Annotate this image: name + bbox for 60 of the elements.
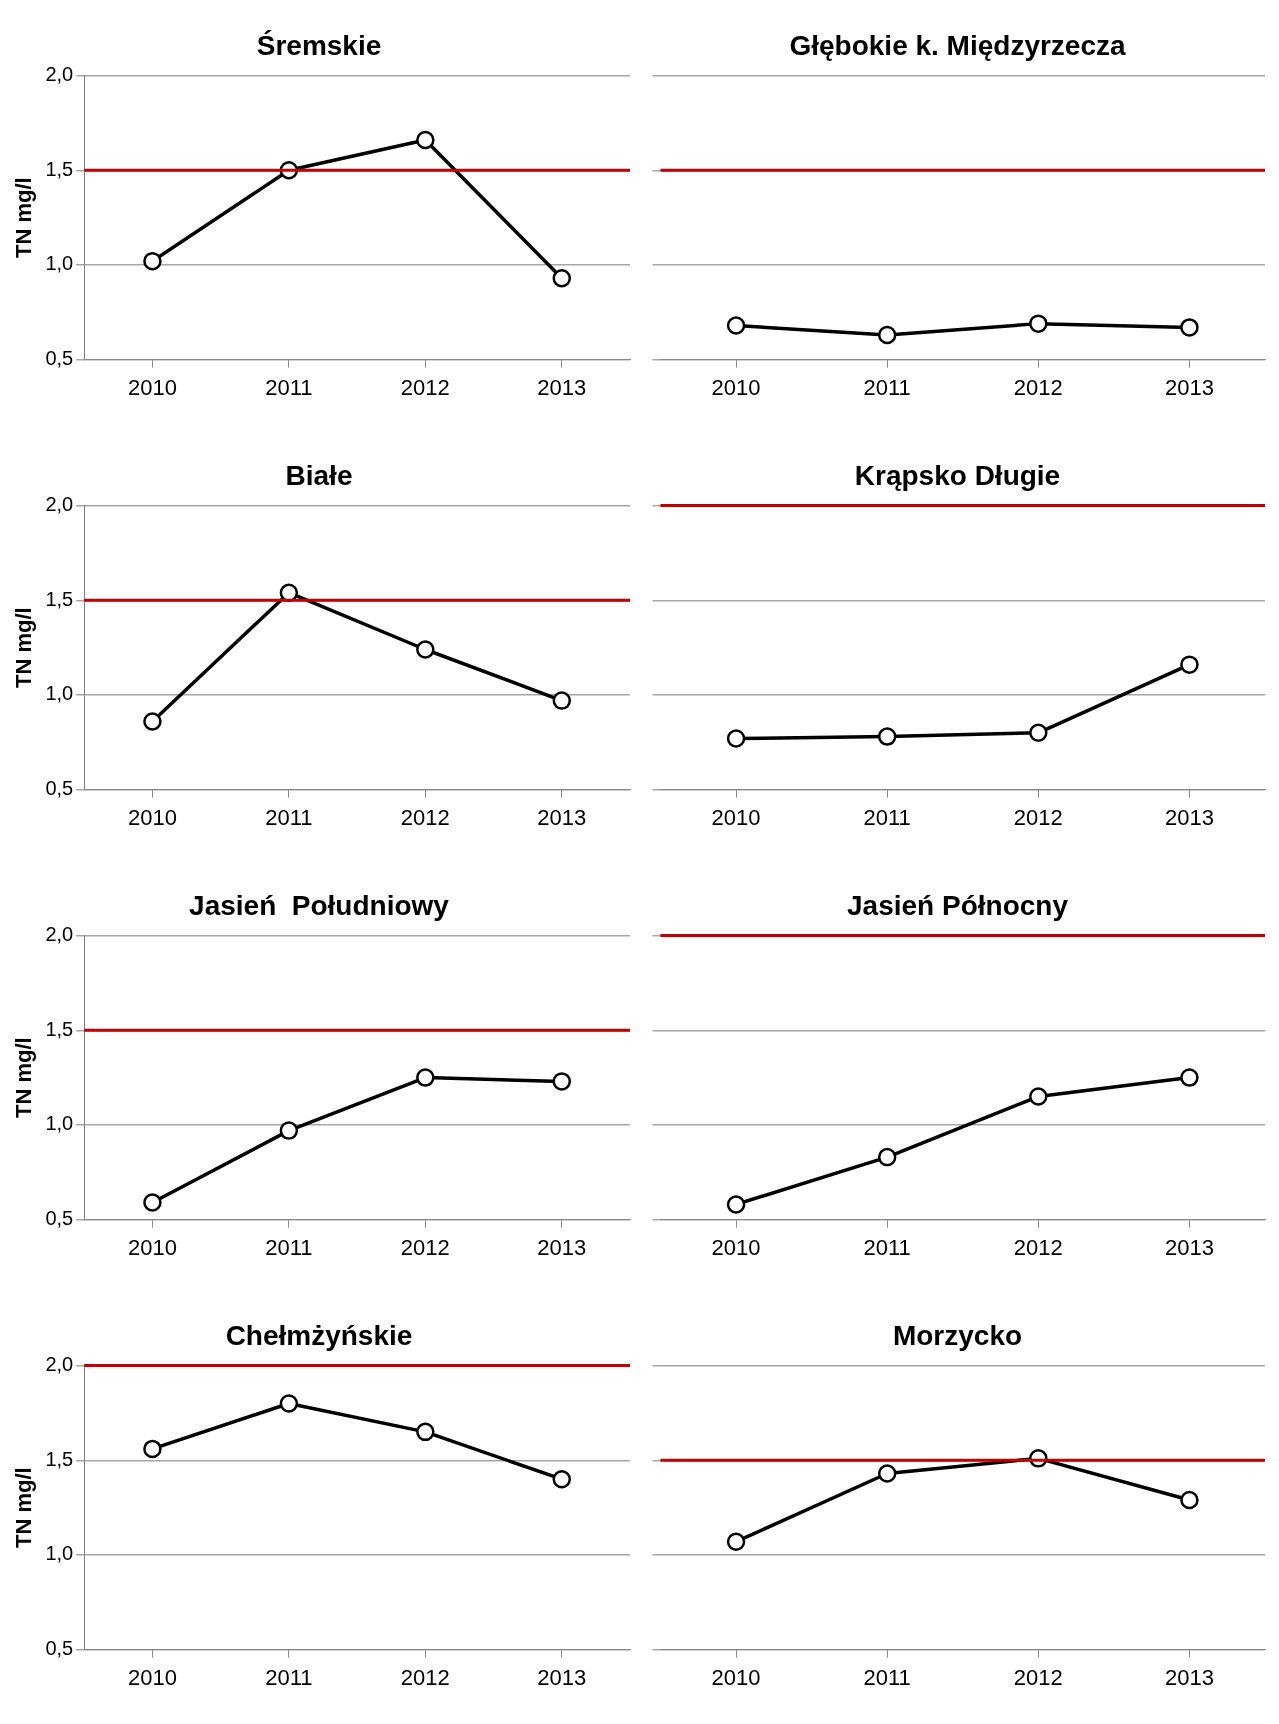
x-tick-label: 2011 <box>265 1234 313 1260</box>
chart-title: Krąpsko Długie <box>854 459 1061 491</box>
x-tick-label: 2013 <box>537 1234 587 1260</box>
x-tick-label: 2012 <box>1013 804 1063 830</box>
y-tick-label: 1,5 <box>45 157 74 180</box>
x-tick-label: 2011 <box>863 804 911 830</box>
y-tick-label: 2,0 <box>45 493 74 516</box>
x-tick-label: 2011 <box>863 1234 911 1260</box>
y-tick-label: 1,5 <box>45 1447 74 1470</box>
x-tick-label: 2013 <box>1164 1234 1214 1260</box>
x-tick-label: 2011 <box>863 1664 911 1690</box>
x-tick-label: 2012 <box>1013 374 1063 400</box>
x-tick-label: 2013 <box>1164 804 1214 830</box>
y-tick-label: 1,0 <box>45 1112 74 1135</box>
y-axis-title: TN mg/l <box>11 1467 37 1548</box>
x-tick-label: 2010 <box>711 1664 761 1690</box>
chart-title: Głębokie k. Międzyrzecza <box>789 29 1126 61</box>
chart-title: Chełmżyńskie <box>225 1319 413 1351</box>
y-tick-label: 2,0 <box>45 1353 74 1376</box>
x-tick-label: 2010 <box>711 1234 761 1260</box>
x-tick-label: 2012 <box>400 374 450 400</box>
x-tick-label: 2010 <box>127 1664 177 1690</box>
x-tick-label: 2012 <box>400 1234 450 1260</box>
x-tick-label: 2011 <box>265 804 313 830</box>
y-tick-label: 2,0 <box>45 63 74 86</box>
chart-title: Jasień Północny <box>847 889 1069 921</box>
x-tick-label: 2013 <box>537 374 587 400</box>
x-tick-label: 2011 <box>863 374 911 400</box>
x-tick-label: 2012 <box>1013 1664 1063 1690</box>
chart-title: Morzycko <box>892 1319 1023 1351</box>
y-tick-label: 0,5 <box>45 777 74 800</box>
y-tick-label: 1,5 <box>45 1017 74 1040</box>
y-axis-title: TN mg/l <box>11 607 37 688</box>
x-tick-label: 2010 <box>127 804 177 830</box>
chart-title: Śremskie <box>256 29 382 61</box>
chart-title: Jasień Południowy <box>189 889 450 921</box>
x-tick-label: 2010 <box>711 804 761 830</box>
y-tick-label: 2,0 <box>45 923 74 946</box>
x-tick-label: 2012 <box>400 804 450 830</box>
x-tick-label: 2011 <box>265 374 313 400</box>
x-tick-label: 2013 <box>1164 374 1214 400</box>
x-tick-label: 2013 <box>1164 1664 1214 1690</box>
y-axis-title: TN mg/l <box>11 177 37 258</box>
y-tick-label: 1,0 <box>45 682 74 705</box>
x-tick-label: 2013 <box>537 804 587 830</box>
x-tick-label: 2010 <box>127 1234 177 1260</box>
chart-title: Białe <box>285 459 353 491</box>
y-tick-label: 0,5 <box>45 1207 74 1230</box>
y-tick-label: 0,5 <box>45 347 74 370</box>
x-tick-label: 2011 <box>265 1664 313 1690</box>
y-axis-title: TN mg/l <box>11 1037 37 1118</box>
x-tick-label: 2012 <box>400 1664 450 1690</box>
y-tick-label: 1,0 <box>45 1542 74 1565</box>
y-tick-label: 1,5 <box>45 587 74 610</box>
y-tick-label: 0,5 <box>45 1637 74 1660</box>
x-tick-label: 2012 <box>1013 1234 1063 1260</box>
x-tick-label: 2010 <box>711 374 761 400</box>
y-tick-label: 1,0 <box>45 252 74 275</box>
x-tick-label: 2010 <box>127 374 177 400</box>
x-tick-label: 2013 <box>537 1664 587 1690</box>
